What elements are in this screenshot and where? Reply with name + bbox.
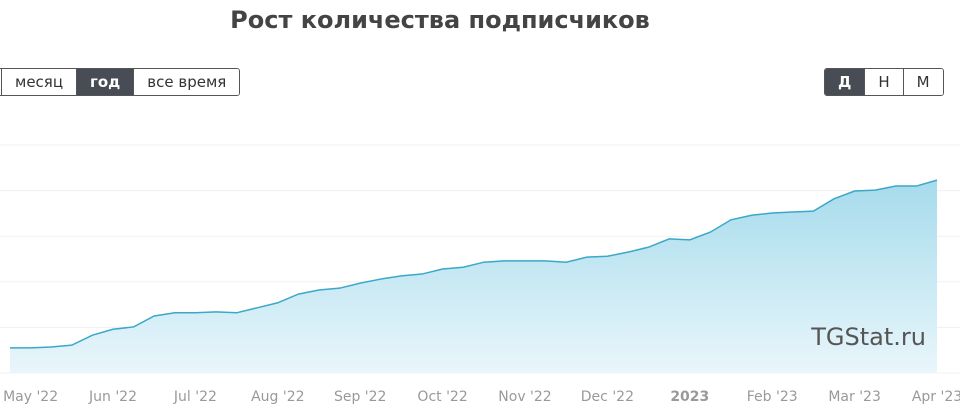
x-tick-label: Aug '22	[251, 389, 304, 405]
toggle-button[interactable]: год	[76, 69, 134, 95]
x-tick-label: Jun '22	[88, 389, 137, 405]
x-tick-label: Dec '22	[581, 389, 634, 405]
x-tick-label: 2023	[670, 389, 709, 405]
toggle-button[interactable]: Н	[864, 69, 903, 95]
line	[10, 179, 938, 349]
x-tick-label: Jul '22	[173, 389, 217, 405]
watermark: TGStat.ru	[810, 323, 926, 351]
toggle-button[interactable]: М	[902, 69, 943, 95]
chart-title: Рост количества подписчиков	[230, 6, 650, 34]
x-tick-label: Mar '23	[828, 389, 881, 405]
x-tick-label: Oct '22	[417, 389, 467, 405]
x-tick-label: Sep '22	[334, 389, 387, 405]
toggle-button[interactable]: месяц	[1, 69, 77, 95]
toggle-button[interactable]: все время	[133, 69, 240, 95]
x-tick-label: Feb '23	[747, 389, 798, 405]
range-button[interactable]	[0, 69, 1, 95]
toggle-button[interactable]: Д	[825, 69, 865, 95]
area	[10, 180, 937, 373]
x-tick-label: Nov '22	[498, 389, 551, 405]
x-tick-label: Apr '23	[912, 389, 960, 405]
range-buttons: месяц год все время	[0, 68, 241, 96]
x-tick-label: May '22	[3, 389, 58, 405]
